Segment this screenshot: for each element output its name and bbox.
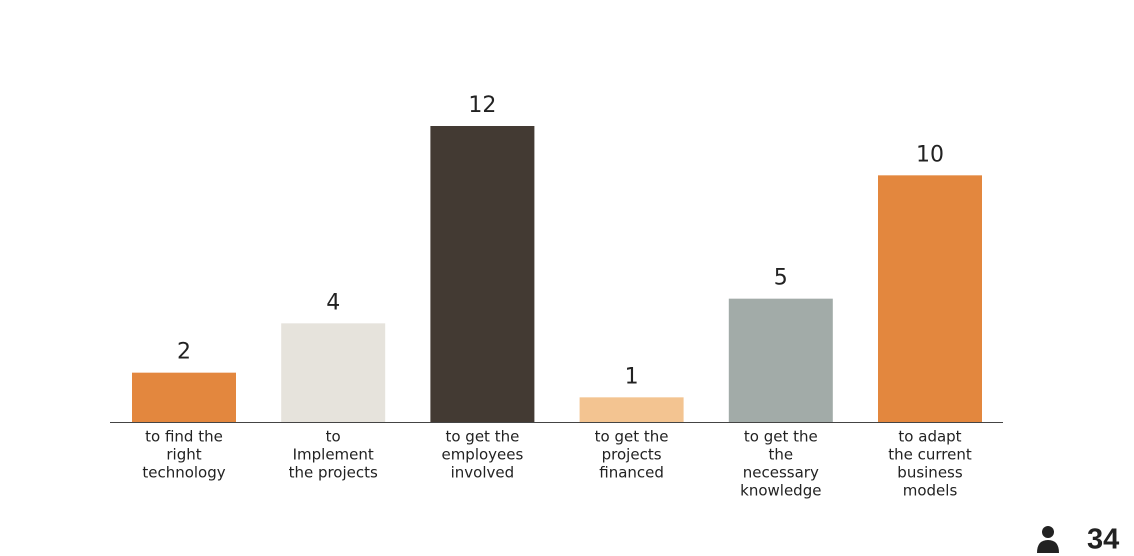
bar	[281, 323, 386, 422]
value-label: 2	[177, 340, 191, 365]
bar	[132, 372, 236, 422]
category-label: the current	[888, 446, 972, 464]
bar	[579, 397, 684, 422]
bar	[728, 298, 833, 422]
bar	[878, 175, 982, 422]
category-label: to	[326, 428, 341, 446]
category-label: the projects	[289, 464, 378, 482]
category-label: the	[768, 446, 793, 464]
category-label: business	[897, 464, 963, 482]
category-label: knowledge	[740, 482, 821, 500]
category-label: right	[166, 446, 201, 464]
category-label: employees	[441, 446, 523, 464]
category-label: to find the	[145, 428, 223, 446]
category-label: to get the	[445, 428, 519, 446]
category-label: to adapt	[898, 428, 961, 446]
value-label: 1	[625, 364, 639, 389]
value-label: 10	[916, 142, 944, 167]
category-label: models	[903, 482, 958, 500]
category-label: involved	[451, 464, 515, 482]
category-label: technology	[142, 464, 225, 482]
category-label: to get the	[595, 428, 669, 446]
bar	[430, 126, 535, 422]
value-label: 12	[468, 93, 496, 118]
category-label: financed	[599, 464, 664, 482]
value-label: 5	[774, 266, 788, 291]
category-label: Implement	[293, 446, 374, 464]
category-label: projects	[602, 446, 662, 464]
value-label: 4	[326, 290, 340, 315]
category-label: to get the	[744, 428, 818, 446]
category-label: necessary	[743, 464, 819, 482]
responses-count: 34	[1087, 524, 1119, 556]
responses-icon	[1037, 526, 1059, 553]
